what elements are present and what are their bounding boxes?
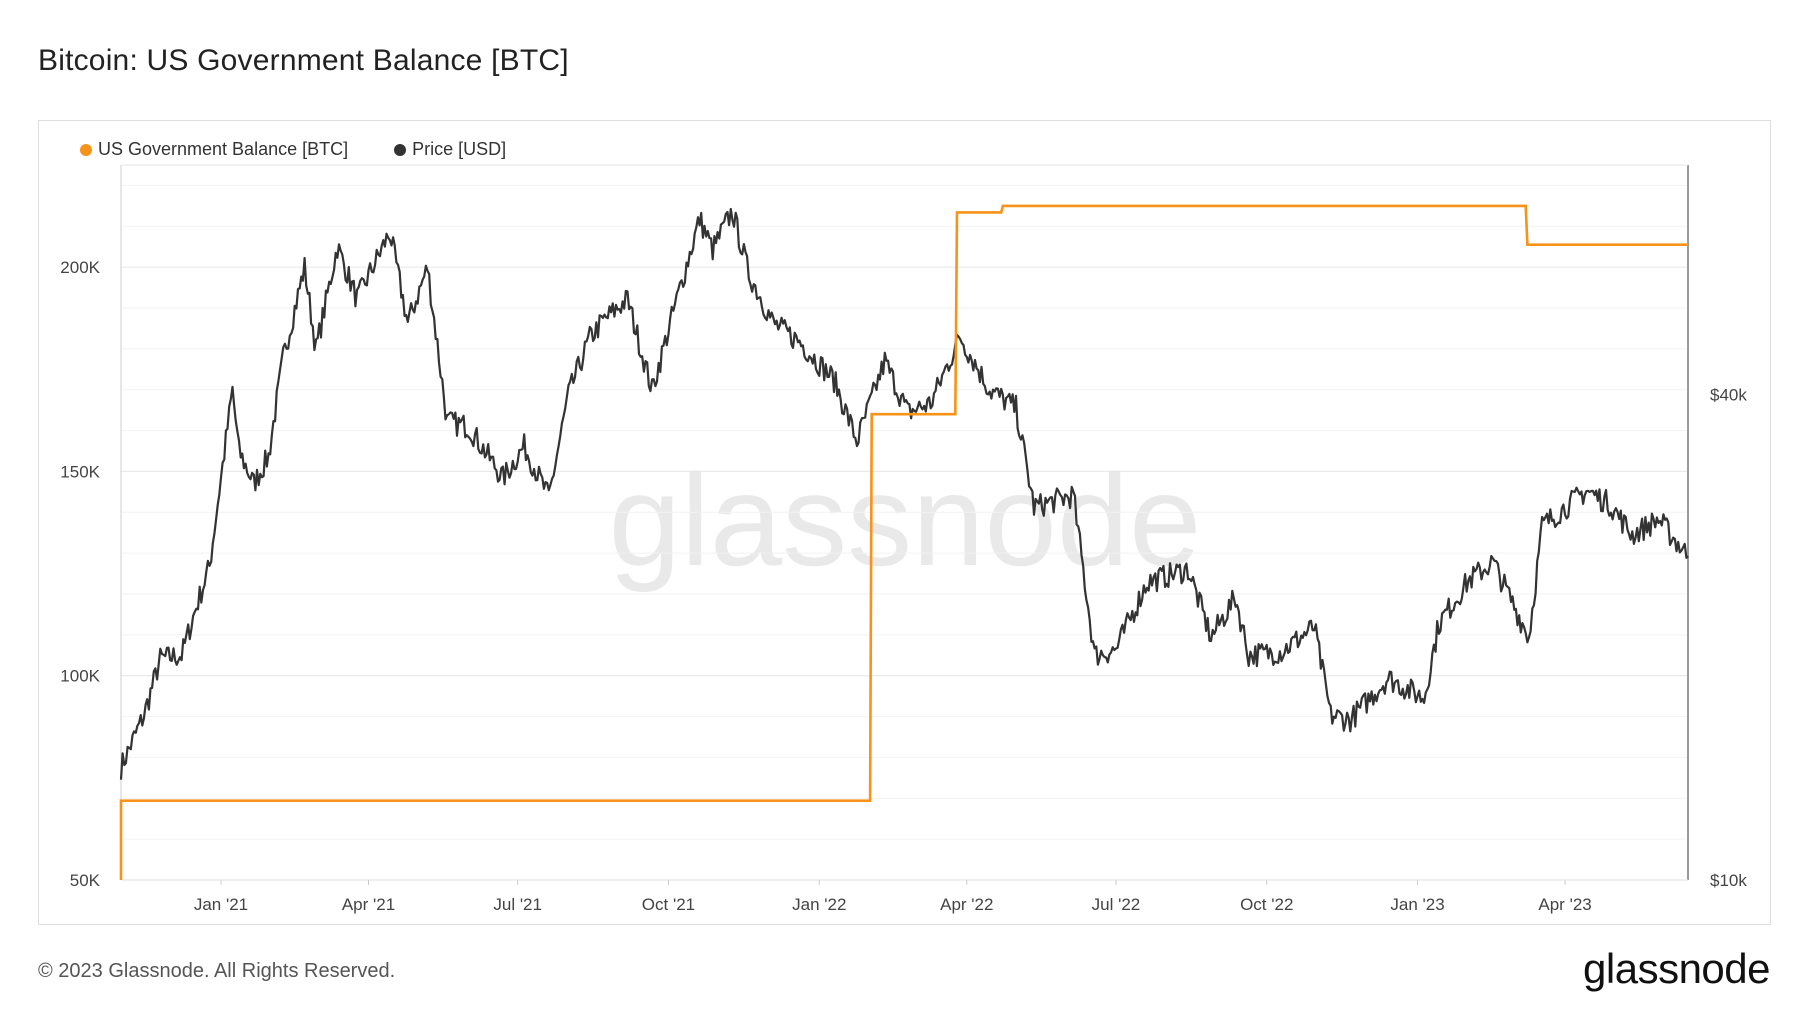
y-left-tick-label: 100K xyxy=(60,667,100,686)
x-tick-label: Jan '22 xyxy=(792,895,846,914)
series-lines xyxy=(119,204,1689,880)
y-left-tick-label: 200K xyxy=(60,258,100,277)
x-tick-label: Oct '21 xyxy=(642,895,695,914)
axes xyxy=(120,164,1689,885)
x-tick-label: Jan '23 xyxy=(1390,895,1444,914)
legend-item-price[interactable]: Price [USD] xyxy=(394,139,506,160)
x-tick-label: Apr '22 xyxy=(940,895,993,914)
x-tick-label: Jan '21 xyxy=(194,895,248,914)
y-left-tick-label: 50K xyxy=(70,871,101,890)
legend-dot-balance xyxy=(80,143,92,156)
x-tick-label: Apr '23 xyxy=(1538,895,1591,914)
watermark: glassnode xyxy=(609,447,1202,593)
tick-labels: 50K 100K 150K 200K $10k $40k Jan '21 Apr '21 Jul… xyxy=(60,258,1747,914)
legend-item-balance[interactable]: US Government Balance [BTC] xyxy=(80,139,348,160)
x-tick-label: Oct '22 xyxy=(1240,895,1293,914)
legend-label-price: Price [USD] xyxy=(412,139,507,159)
copyright-text: © 2023 Glassnode. All Rights Reserved. xyxy=(38,960,396,982)
x-tick-label: Jul '22 xyxy=(1092,895,1141,914)
chart-legend: US Government Balance [BTC] Price [USD] xyxy=(80,139,506,160)
grid-lines xyxy=(121,184,1688,840)
y-left-tick-label: 150K xyxy=(60,462,100,481)
x-tick-label: Apr '21 xyxy=(342,895,395,914)
y-right-tick-label: $10k xyxy=(1710,871,1747,890)
balance-line xyxy=(119,204,1688,880)
legend-label-balance: US Government Balance [BTC] xyxy=(98,139,349,159)
chart-title: Bitcoin: US Government Balance [BTC] xyxy=(38,44,569,77)
x-tick-label: Jul '21 xyxy=(493,895,542,914)
glassnode-logo: glassnode xyxy=(1583,945,1770,992)
legend-dot-price xyxy=(394,143,407,156)
y-right-tick-label: $40k xyxy=(1710,385,1747,404)
chart-frame xyxy=(38,120,1771,925)
price-line xyxy=(119,207,1689,780)
